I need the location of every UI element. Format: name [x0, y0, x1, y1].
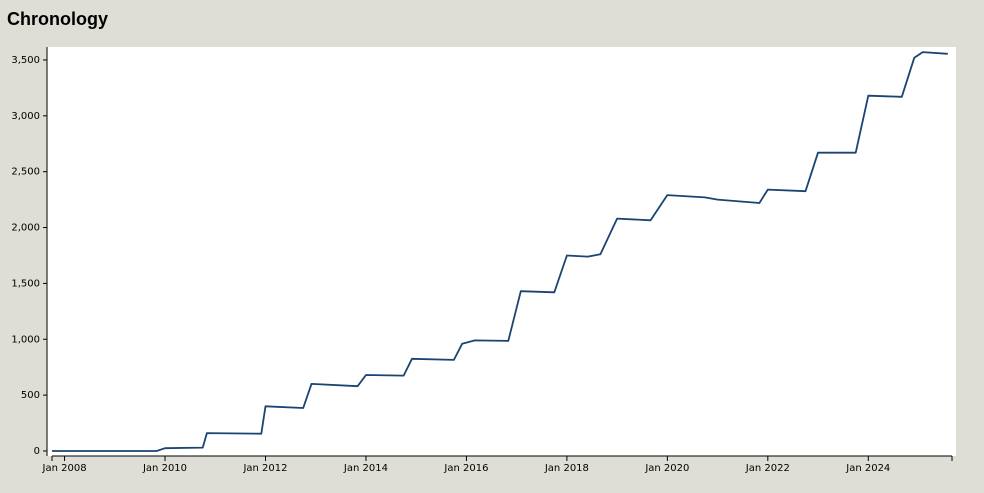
- plot-area: [47, 47, 956, 456]
- y-tick-label: 500: [21, 390, 40, 401]
- y-tick-label: 0: [34, 446, 40, 457]
- x-tick-label: Jan 2024: [845, 463, 890, 474]
- chart-title: Chronology: [7, 9, 108, 29]
- y-tick-label: 3,000: [11, 111, 40, 122]
- x-tick-label: Jan 2012: [242, 463, 287, 474]
- y-tick-label: 1,500: [11, 278, 40, 289]
- y-tick-label: 2,000: [11, 223, 40, 234]
- x-tick-label: Jan 2014: [343, 463, 388, 474]
- x-tick-label: Jan 2022: [745, 463, 790, 474]
- x-tick-label: Jan 2020: [644, 463, 689, 474]
- x-tick-label: Jan 2016: [443, 463, 488, 474]
- x-tick-label: Jan 2008: [42, 463, 87, 474]
- x-tick-label: Jan 2018: [544, 463, 589, 474]
- y-tick-label: 2,500: [11, 167, 40, 178]
- data-line: [52, 51, 948, 452]
- y-tick-label: 1,000: [11, 334, 40, 345]
- x-tick-label: Jan 2010: [142, 463, 187, 474]
- y-tick-label: 3,500: [11, 55, 40, 66]
